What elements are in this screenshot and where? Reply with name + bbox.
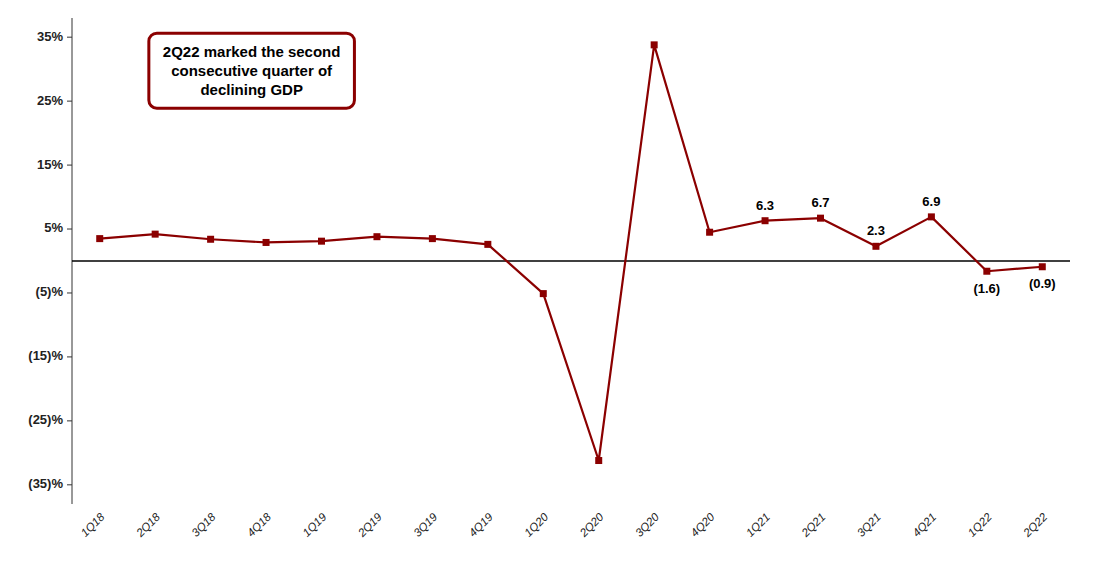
x-tick-label: 1Q19	[300, 510, 329, 539]
x-tick-label: 4Q20	[688, 510, 717, 539]
x-tick-label: 4Q19	[467, 510, 496, 539]
marker	[928, 213, 935, 220]
x-tick-label: 2Q22	[1020, 510, 1050, 540]
data-labels: 6.3 6.7 2.3 6.9 (1.6) (0.9)	[756, 194, 1056, 296]
x-tick-label: 3Q18	[189, 510, 218, 539]
marker	[762, 217, 769, 224]
y-axis: 35% 25% 15% 5% (5)% (15)% (25)% (35)%	[28, 18, 72, 504]
marker	[484, 241, 491, 248]
annotation-text: 2Q22 marked the secondconsecutive quarte…	[163, 43, 341, 98]
marker	[96, 235, 103, 242]
marker	[983, 268, 990, 275]
marker	[429, 235, 436, 242]
x-tick-label: 2Q19	[355, 510, 385, 540]
y-tick	[67, 229, 72, 230]
x-tick-label: 1Q21	[744, 511, 772, 539]
y-tick-label: (15)%	[28, 348, 63, 363]
y-tick	[67, 292, 72, 293]
marker	[706, 229, 713, 236]
marker	[318, 238, 325, 245]
y-tick-label: (5)%	[36, 284, 64, 299]
x-tick-label: 2Q20	[577, 510, 607, 540]
x-tick-label: 1Q22	[966, 510, 995, 539]
zero-line	[72, 260, 1070, 262]
annotation: 2Q22 marked the secondconsecutive quarte…	[149, 33, 355, 108]
y-tick	[67, 165, 72, 166]
data-label: (0.9)	[1029, 276, 1056, 291]
data-label: 6.7	[811, 195, 829, 210]
y-tick-label: (25)%	[28, 412, 63, 427]
annotation-box	[149, 33, 355, 108]
chart: 35% 25% 15% 5% (5)% (15)% (25)% (35)% 1Q18 2Q18 3Q…	[0, 0, 1094, 566]
marker	[152, 231, 159, 238]
y-tick	[67, 484, 72, 485]
x-tick-label: 4Q21	[910, 511, 938, 539]
y-tick-label: 15%	[37, 157, 63, 172]
x-tick-label: 2Q18	[133, 510, 163, 540]
y-tick	[67, 356, 72, 357]
data-label: 6.3	[756, 198, 774, 213]
x-axis: 1Q18 2Q18 3Q18 4Q18 1Q19 2Q19 3Q19 4Q19 1Q20 2Q20…	[78, 510, 1049, 540]
y-tick-label: 25%	[37, 93, 63, 108]
marker	[817, 215, 824, 222]
marker	[207, 236, 214, 243]
data-label: 6.9	[922, 194, 940, 209]
y-tick	[67, 101, 72, 102]
x-tick-label: 2Q21	[798, 511, 827, 540]
marker	[373, 233, 380, 240]
x-tick-label: 1Q20	[522, 510, 551, 539]
x-tick-label: 4Q18	[245, 510, 274, 539]
x-tick-label: 1Q18	[78, 510, 107, 539]
x-tick-label: 3Q19	[411, 510, 440, 539]
y-tick	[67, 37, 72, 38]
data-label: (1.6)	[973, 281, 1000, 296]
marker	[263, 239, 270, 246]
y-tick-label: (35)%	[28, 476, 63, 491]
y-tick	[67, 420, 72, 421]
y-tick-label: 5%	[44, 220, 63, 235]
x-tick-label: 3Q20	[633, 510, 662, 539]
data-label: 2.3	[867, 223, 885, 238]
marker	[651, 41, 658, 48]
y-tick-label: 35%	[37, 29, 63, 44]
x-tick-label: 3Q21	[855, 511, 883, 539]
marker	[872, 243, 879, 250]
marker	[595, 457, 602, 464]
marker	[1039, 263, 1046, 270]
marker	[540, 290, 547, 297]
